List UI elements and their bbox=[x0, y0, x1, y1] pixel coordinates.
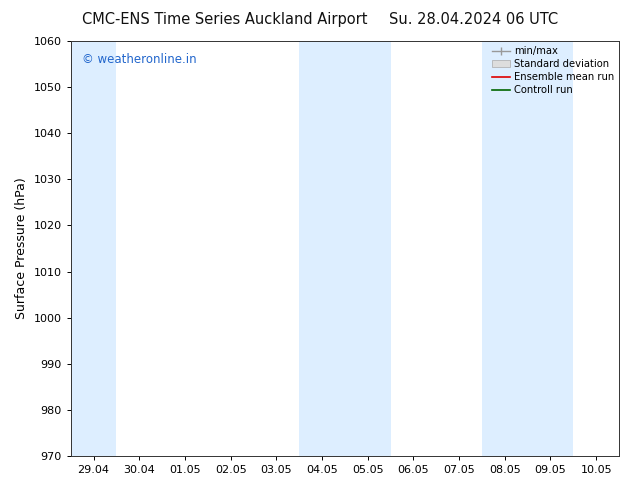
Legend: min/max, Standard deviation, Ensemble mean run, Controll run: min/max, Standard deviation, Ensemble me… bbox=[489, 44, 616, 97]
Bar bbox=[299, 41, 391, 456]
Text: © weatheronline.in: © weatheronline.in bbox=[82, 53, 197, 67]
Text: Su. 28.04.2024 06 UTC: Su. 28.04.2024 06 UTC bbox=[389, 12, 558, 27]
Bar bbox=[482, 41, 573, 456]
Y-axis label: Surface Pressure (hPa): Surface Pressure (hPa) bbox=[15, 178, 28, 319]
Bar bbox=[71, 41, 117, 456]
Text: CMC-ENS Time Series Auckland Airport: CMC-ENS Time Series Auckland Airport bbox=[82, 12, 368, 27]
